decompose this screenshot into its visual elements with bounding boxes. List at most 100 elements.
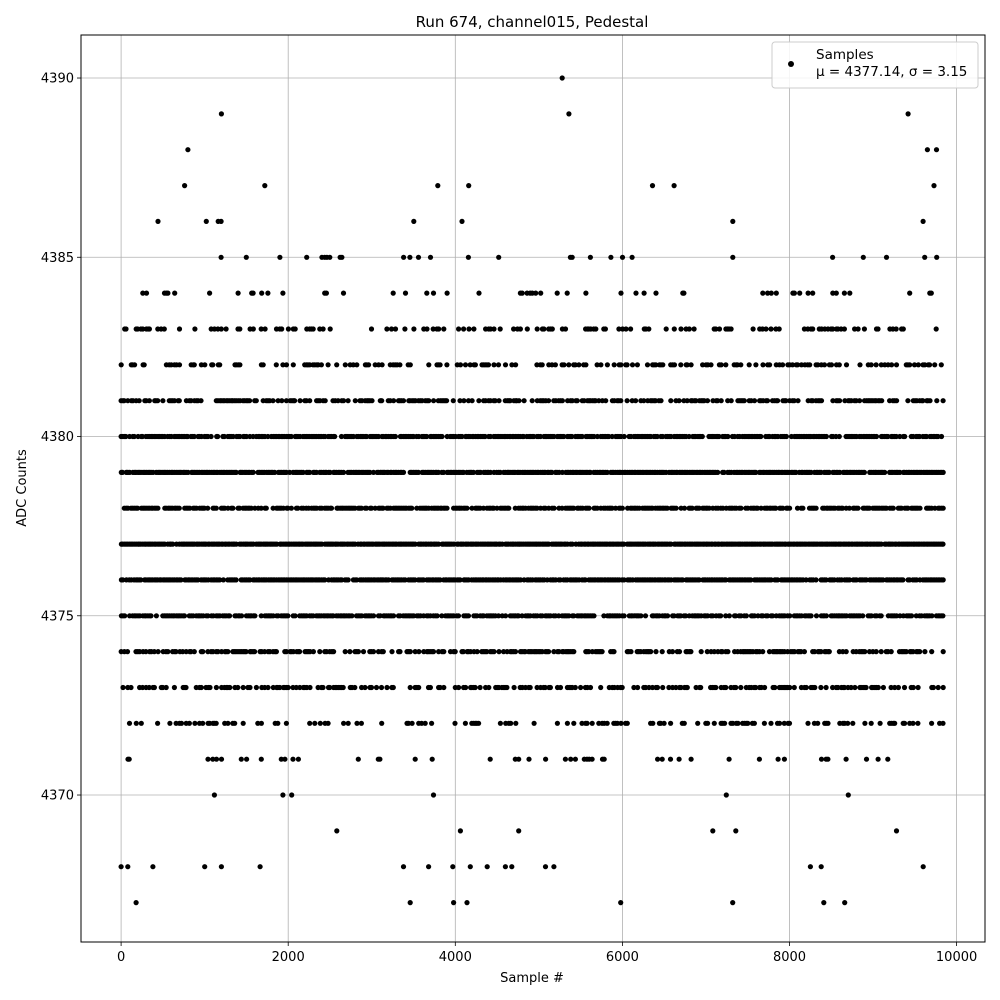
- data-point: [803, 577, 809, 583]
- data-point: [823, 433, 830, 440]
- data-point: [905, 111, 911, 117]
- data-point: [491, 326, 497, 332]
- data-point: [462, 362, 469, 368]
- data-point: [653, 362, 659, 368]
- data-point: [436, 541, 442, 547]
- data-point: [218, 254, 224, 260]
- data-point: [768, 326, 774, 332]
- data-point: [722, 720, 728, 726]
- data-point: [295, 756, 301, 762]
- data-point: [920, 218, 926, 224]
- data-point: [775, 756, 781, 762]
- data-point: [868, 613, 875, 619]
- data-point: [668, 398, 674, 404]
- data-point: [564, 720, 571, 726]
- data-point: [917, 649, 923, 655]
- data-point: [775, 577, 781, 583]
- data-point: [138, 577, 144, 583]
- chart-title: Run 674, channel015, Pedestal: [416, 13, 649, 31]
- data-point: [766, 649, 773, 655]
- data-point: [347, 649, 353, 655]
- data-point: [633, 398, 639, 404]
- data-point: [909, 613, 915, 619]
- data-point: [118, 362, 124, 368]
- x-tick-label: 4000: [439, 950, 472, 965]
- data-point: [424, 326, 430, 332]
- data-point: [367, 469, 373, 475]
- data-point: [843, 756, 849, 762]
- data-point: [260, 362, 266, 368]
- data-point: [825, 756, 831, 762]
- data-point: [436, 326, 442, 332]
- data-point: [753, 362, 759, 368]
- data-point: [200, 649, 206, 655]
- data-point: [437, 577, 443, 583]
- data-point: [424, 433, 430, 440]
- data-point: [738, 684, 744, 691]
- data-point: [389, 649, 395, 655]
- data-point: [940, 469, 946, 475]
- data-point: [571, 505, 577, 511]
- data-point: [638, 613, 644, 619]
- data-point: [621, 577, 627, 583]
- data-point: [882, 469, 888, 475]
- data-point: [546, 649, 552, 655]
- data-point: [706, 505, 712, 511]
- data-point: [795, 362, 801, 368]
- data-point: [681, 290, 687, 296]
- data-point: [569, 541, 575, 547]
- data-point: [176, 362, 183, 368]
- legend-entry-stats: μ = 4377.14, σ = 3.15: [816, 64, 967, 80]
- data-point: [618, 290, 624, 296]
- x-tick-label: 10000: [936, 950, 977, 965]
- data-point: [629, 254, 635, 260]
- data-point: [775, 398, 781, 404]
- data-point: [465, 254, 471, 260]
- data-point: [623, 326, 629, 332]
- data-point: [171, 684, 177, 691]
- data-point: [416, 684, 422, 691]
- data-point: [354, 720, 360, 726]
- data-point: [285, 326, 291, 332]
- data-point: [843, 649, 849, 655]
- data-point: [733, 828, 739, 834]
- data-point: [927, 398, 933, 404]
- data-point: [791, 684, 797, 691]
- data-point: [764, 398, 771, 404]
- data-point: [830, 254, 836, 260]
- data-point: [634, 362, 641, 368]
- data-point: [521, 398, 527, 404]
- data-point: [598, 684, 604, 691]
- data-point: [671, 183, 677, 189]
- data-point: [467, 362, 473, 368]
- data-point: [549, 469, 555, 475]
- data-point: [789, 362, 796, 368]
- data-point: [940, 684, 946, 691]
- data-point: [628, 326, 634, 332]
- data-point: [482, 433, 488, 440]
- data-point: [770, 613, 776, 619]
- data-point: [464, 900, 470, 906]
- data-point: [342, 362, 348, 368]
- data-point: [875, 326, 881, 332]
- data-point: [340, 684, 346, 691]
- data-point: [176, 326, 183, 332]
- data-point: [441, 649, 447, 655]
- data-point: [125, 864, 131, 870]
- data-point: [506, 505, 512, 511]
- data-point: [587, 254, 594, 260]
- data-point: [362, 684, 368, 691]
- data-point: [388, 326, 395, 332]
- data-point: [569, 254, 575, 260]
- data-point: [604, 720, 610, 726]
- data-point: [935, 684, 941, 691]
- data-point: [594, 362, 600, 368]
- data-point: [451, 900, 457, 906]
- data-point: [318, 362, 324, 368]
- data-point: [471, 326, 477, 332]
- data-point: [181, 613, 188, 619]
- data-point: [678, 362, 684, 368]
- data-point: [325, 362, 331, 368]
- data-point: [813, 577, 819, 583]
